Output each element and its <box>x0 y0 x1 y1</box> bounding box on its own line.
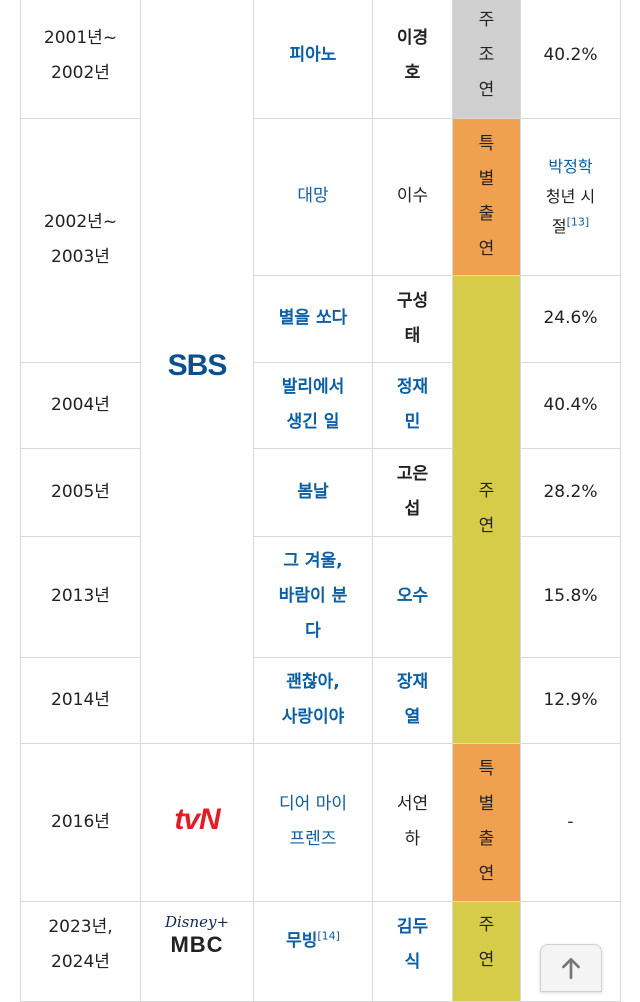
rating-cell: 40.2% <box>520 0 621 119</box>
category-cell: 특 별 출 연 <box>452 742 521 902</box>
year-cell: 2002년~ 2003년 <box>20 117 141 363</box>
table-row: 2013년 그 겨울, 바람이 분 다 오수 15.8% <box>20 535 621 658</box>
category-cell: 주 연 <box>452 274 521 744</box>
rating-cell: 28.2% <box>520 447 621 537</box>
title-cell[interactable]: 별을 쏘다 <box>253 274 373 363</box>
rating-cell: 12.9% <box>520 656 621 744</box>
sbs-logo: SBS <box>167 348 228 382</box>
table-row: 2023년, 2024년 Disney+ MBC 무빙[14] 김두 식 주 연… <box>20 900 621 1002</box>
table-row: 2014년 괜찮아, 사랑이야 장재 열 12.9% <box>20 656 621 744</box>
title-link[interactable]: 봄날 <box>297 481 329 502</box>
table-row: 2002년~ 2003년 대망 이수 특 별 출 연 박정학 청년 시 절[13… <box>20 117 621 363</box>
category-cell: 주 연 <box>452 900 521 1002</box>
title-cell[interactable]: 그 겨울, 바람이 분 다 <box>253 535 373 658</box>
disney-plus-logo: Disney+ <box>164 912 230 931</box>
year-cell: 2001년~ 2002년 <box>20 0 141 119</box>
title-cell[interactable]: 괜찮아, 사랑이야 <box>253 656 373 744</box>
broadcaster-cell-disney-mbc: Disney+ MBC <box>140 900 254 1002</box>
title-link[interactable]: 별을 쏘다 <box>278 308 348 328</box>
note-cell: 박정학 청년 시 절[13] <box>520 117 621 276</box>
tvn-logo: tvN <box>174 802 220 836</box>
title-link[interactable]: 무빙 <box>286 930 318 951</box>
year-cell: 2004년 <box>20 361 141 449</box>
role-cell[interactable]: 정재 민 <box>372 361 453 449</box>
title-cell[interactable]: 디어 마이 프렌즈 <box>253 742 373 902</box>
year-cell: 2016년 <box>20 742 141 902</box>
category-cell: 특 별 출 연 <box>452 117 521 276</box>
year-cell: 2023년, 2024년 <box>20 900 141 1002</box>
note-link[interactable]: 박정학 <box>548 156 593 176</box>
role-link[interactable]: 김두 식 <box>396 916 429 972</box>
title-link[interactable]: 그 겨울, 바람이 분 다 <box>278 551 348 641</box>
table-row: 2005년 봄날 고은 섭 28.2% <box>20 447 621 537</box>
page-margin-left <box>0 0 20 987</box>
page-margin-right <box>620 0 640 987</box>
title-cell[interactable]: 대망 <box>253 117 373 276</box>
role-cell[interactable]: 장재 열 <box>372 656 453 744</box>
year-cell: 2005년 <box>20 447 141 537</box>
title-link[interactable]: 피아노 <box>289 45 337 66</box>
title-cell[interactable]: 발리에서 생긴 일 <box>253 361 373 449</box>
role-link[interactable]: 장재 열 <box>396 672 429 727</box>
role-cell[interactable]: 김두 식 <box>372 900 453 1002</box>
title-link[interactable]: 디어 마이 프렌즈 <box>279 794 347 849</box>
mbc-logo: MBC <box>170 931 224 957</box>
rating-cell: 24.6% <box>520 274 621 363</box>
rating-cell: 15.8% <box>520 535 621 658</box>
table-row: 별을 쏘다 구성 태 주 연 24.6% <box>21 274 621 744</box>
title-cell[interactable]: 봄날 <box>253 447 373 537</box>
scroll-to-top-button[interactable] <box>540 944 602 992</box>
role-cell: 이수 <box>372 117 453 276</box>
table-row: 2004년 발리에서 생긴 일 정재 민 40.4% <box>20 361 621 449</box>
year-cell: 2014년 <box>20 656 141 744</box>
role-cell: 이경 호 <box>372 0 453 119</box>
reference-link[interactable]: [14] <box>317 928 340 942</box>
role-cell: 서연 하 <box>372 742 453 902</box>
filmography-table: 2001년~ 2002년 SBS 피아노 이경 호 주 조 연 40.2% 20… <box>20 0 621 1002</box>
arrow-up-icon <box>562 957 580 980</box>
category-cell: 주 조 연 <box>452 0 521 119</box>
note-text: 청년 시 절 <box>545 186 596 236</box>
role-cell: 고은 섭 <box>372 447 453 537</box>
role-cell: 구성 태 <box>372 274 453 363</box>
rating-cell: - <box>520 742 621 902</box>
broadcaster-cell-tvn: tvN <box>140 742 254 902</box>
rating-cell: 40.4% <box>520 361 621 449</box>
title-link[interactable]: 대망 <box>297 186 329 206</box>
role-link[interactable]: 정재 민 <box>396 377 429 432</box>
year-cell: 2013년 <box>20 535 141 658</box>
title-cell[interactable]: 무빙[14] <box>253 900 373 1002</box>
table-row: 2001년~ 2002년 SBS 피아노 이경 호 주 조 연 40.2% <box>20 0 621 744</box>
title-link[interactable]: 발리에서 생긴 일 <box>281 377 345 432</box>
title-cell[interactable]: 피아노 <box>253 0 373 119</box>
role-cell[interactable]: 오수 <box>372 535 453 658</box>
title-link[interactable]: 괜찮아, 사랑이야 <box>281 672 345 727</box>
table-row: 2016년 tvN 디어 마이 프렌즈 서연 하 특 별 출 연 - <box>20 742 621 902</box>
reference-link[interactable]: [13] <box>566 215 590 229</box>
role-link[interactable]: 오수 <box>396 586 429 606</box>
broadcaster-cell-sbs: SBS <box>140 0 254 744</box>
